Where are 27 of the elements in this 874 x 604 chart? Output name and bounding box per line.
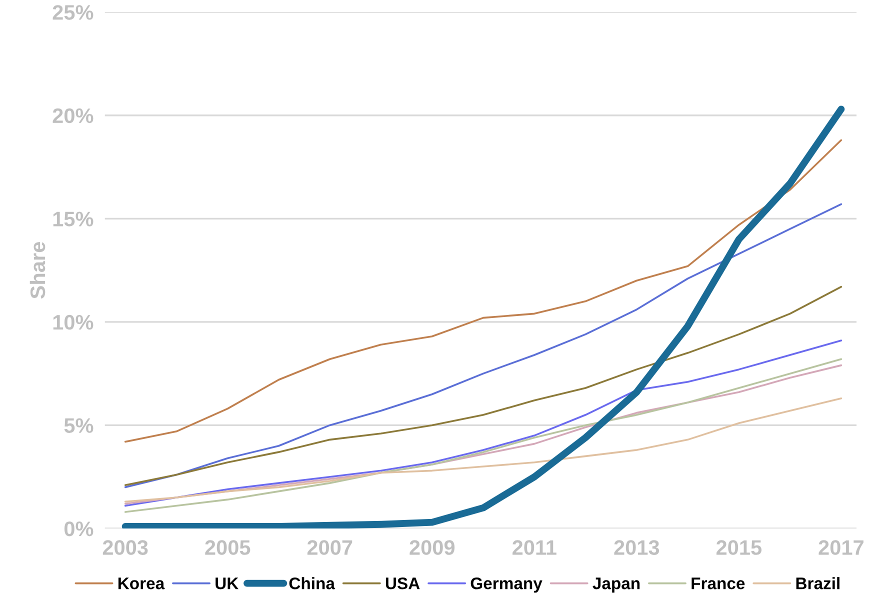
legend-label: Korea xyxy=(118,578,165,590)
line-series xyxy=(124,286,842,486)
x-tick-label: 2013 xyxy=(614,540,660,555)
x-tick-label: 2015 xyxy=(716,540,762,555)
legend-label: France xyxy=(692,578,745,590)
y-tick-label: 20% xyxy=(52,108,94,124)
y-tick-label: 10% xyxy=(53,314,94,330)
legend-label: Japan xyxy=(592,578,640,593)
line-series xyxy=(124,397,842,503)
x-tick-label: 2009 xyxy=(410,540,455,555)
y-tick-label: 5% xyxy=(64,418,94,433)
legend-label: Germany xyxy=(470,578,542,593)
y-axis-title: Share xyxy=(30,242,46,299)
legend-label: USA xyxy=(386,578,420,590)
y-tick-label: 15% xyxy=(53,212,94,226)
legend-label: China xyxy=(289,577,336,590)
legend-label: Brazil xyxy=(796,577,840,590)
x-tick-label: 2005 xyxy=(205,540,250,555)
line-series xyxy=(124,139,842,443)
y-tick-label: 0% xyxy=(64,522,94,536)
line-series xyxy=(124,203,842,488)
x-tick-label: 2011 xyxy=(512,540,556,555)
legend-label: UK xyxy=(216,578,239,590)
y-tick-label: 25% xyxy=(52,5,94,20)
x-tick-label: 2003 xyxy=(102,540,148,555)
x-tick-label: 2007 xyxy=(307,540,352,555)
x-tick-label: 2017 xyxy=(818,540,864,555)
